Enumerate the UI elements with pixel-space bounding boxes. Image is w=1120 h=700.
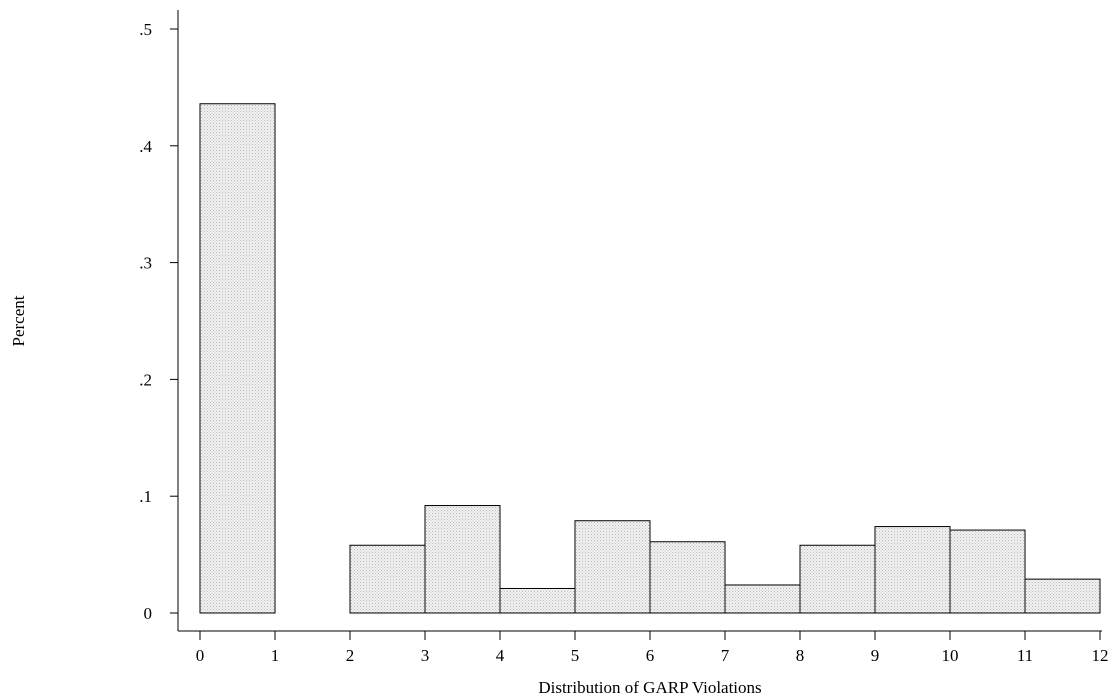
histogram-bar-11-12 <box>1024 578 1101 614</box>
x-tick-label: 7 <box>721 646 730 665</box>
y-tick-label: .2 <box>139 370 152 389</box>
histogram-bar-7-8 <box>724 584 801 614</box>
histogram-bar-10-11 <box>949 529 1026 614</box>
x-tick-label: 8 <box>796 646 805 665</box>
histogram-bar-6-7 <box>649 541 726 614</box>
x-tick-label: 12 <box>1092 646 1109 665</box>
x-tick-label: 5 <box>571 646 580 665</box>
x-tick-label: 11 <box>1017 646 1033 665</box>
x-tick-label: 10 <box>942 646 959 665</box>
y-axis-title: Percent <box>9 295 28 346</box>
x-tick-label: 0 <box>196 646 205 665</box>
y-tick-label: .1 <box>139 487 152 506</box>
x-tick-label: 9 <box>871 646 880 665</box>
y-axis-ticks: 0 .1 .2 .3 .4 .5 <box>139 20 178 623</box>
x-tick-label: 3 <box>421 646 430 665</box>
histogram-bar-5-6 <box>574 520 651 614</box>
histogram-bar-2-3 <box>349 544 426 614</box>
histogram-bar-0-1 <box>199 103 276 614</box>
histogram-bar-4-5 <box>499 587 576 614</box>
y-tick-label: 0 <box>144 604 153 623</box>
bars-group <box>199 103 1101 614</box>
x-tick-label: 6 <box>646 646 655 665</box>
histogram-bar-8-9 <box>799 544 876 614</box>
y-tick-label: .4 <box>139 137 152 156</box>
y-tick-label: .5 <box>139 20 152 39</box>
y-tick-label: .3 <box>139 254 152 273</box>
x-axis-title: Distribution of GARP Violations <box>538 678 761 697</box>
x-tick-label: 4 <box>496 646 505 665</box>
x-tick-label: 2 <box>346 646 355 665</box>
x-tick-label: 1 <box>271 646 280 665</box>
x-axis-ticks: 0 1 2 3 4 5 6 7 8 9 10 11 12 <box>196 631 1109 665</box>
histogram-bar-3-4 <box>424 505 501 614</box>
histogram-bar-9-10 <box>874 526 951 614</box>
